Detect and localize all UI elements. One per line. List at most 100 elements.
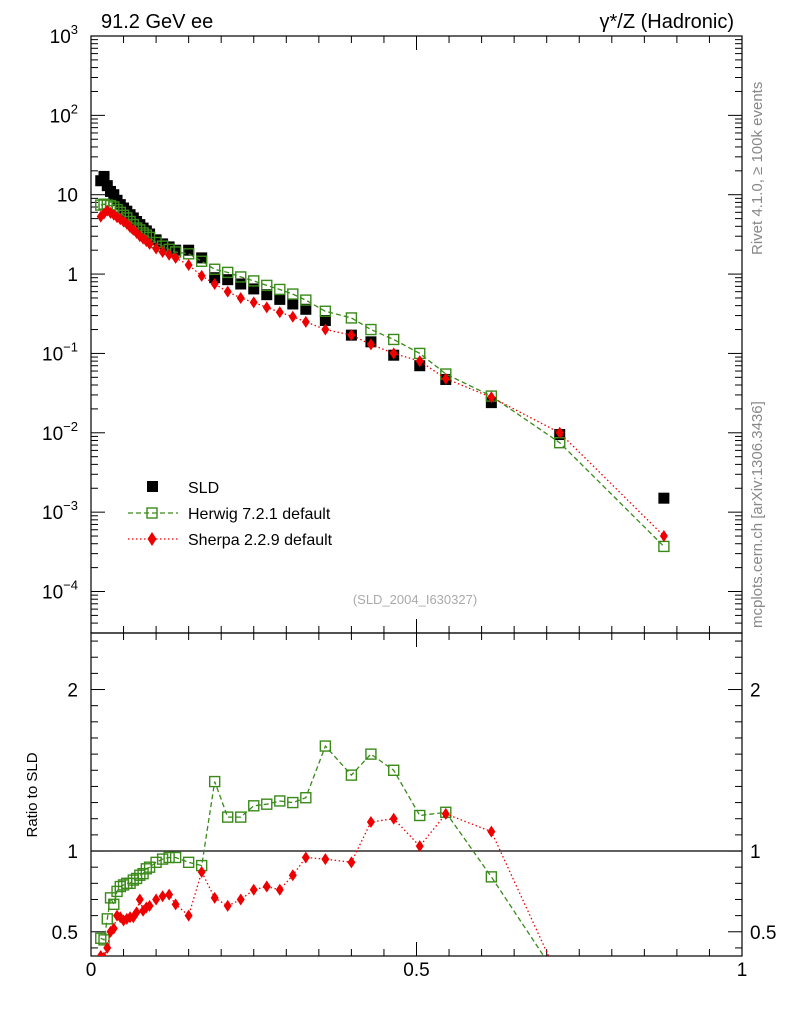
legend-marker-herwig xyxy=(146,507,158,519)
data-point-sld xyxy=(98,170,110,182)
ratio-point-herwig xyxy=(98,934,110,946)
ratio-point-herwig xyxy=(104,892,117,904)
ratio-point-sherpa xyxy=(347,856,356,869)
data-point-sherpa xyxy=(165,248,174,261)
ratio-point-sherpa xyxy=(660,974,668,986)
legend-label-sherpa: Sherpa 2.2.9 default xyxy=(188,532,333,549)
data-point-sherpa xyxy=(301,315,310,328)
data-point-sherpa xyxy=(659,530,668,543)
data-point-herwig xyxy=(195,255,208,267)
y-tick-exponent: −1 xyxy=(63,339,78,354)
ratio-point-herwig xyxy=(485,871,498,883)
y-tick-label: 10−1 xyxy=(42,339,78,365)
data-point-sherpa xyxy=(487,391,496,404)
data-point-herwig xyxy=(300,294,312,306)
ratio-y-tick-label-left: 0.5 xyxy=(52,923,78,944)
ratio-point-herwig xyxy=(95,932,107,944)
y-tick-exponent: 2 xyxy=(71,101,78,116)
ratio-point-herwig xyxy=(248,800,260,812)
data-point-sherpa xyxy=(152,242,161,255)
y-tick-exponent: −3 xyxy=(63,498,78,513)
y-tick-label: 103 xyxy=(50,22,78,48)
ratio-panel: 0 0.5 10.5 0.51 12 2 xyxy=(52,632,776,986)
ratio-point-herwig xyxy=(140,863,153,875)
data-point-herwig xyxy=(287,288,299,300)
y-tick-base: 10 xyxy=(42,583,63,604)
data-point-sherpa xyxy=(275,306,284,319)
ratio-point-sherpa xyxy=(135,893,144,906)
ratio-point-herwig xyxy=(287,796,299,809)
ratio-point-herwig xyxy=(208,775,221,788)
x-tick-label: 0.5 xyxy=(403,960,429,981)
series-herwig xyxy=(95,198,670,553)
data-point-sherpa xyxy=(171,251,180,264)
ratio-point-sherpa xyxy=(249,883,258,896)
ratio-point-sherpa xyxy=(275,883,284,896)
data-point-sld xyxy=(144,228,156,240)
data-point-sld xyxy=(261,289,273,301)
y-tick-label: 10−3 xyxy=(42,498,78,524)
data-point-sld xyxy=(274,293,286,305)
data-point-sld xyxy=(209,272,221,284)
ratio-point-herwig xyxy=(365,748,377,760)
ratio-point-sherpa xyxy=(288,869,297,882)
data-point-sherpa xyxy=(249,296,258,309)
ratio-series-line xyxy=(100,744,545,956)
data-point-sherpa xyxy=(288,310,297,323)
data-point-herwig xyxy=(208,263,221,275)
ratio-series-sherpa xyxy=(96,807,668,986)
data-point-sherpa xyxy=(441,372,450,385)
ratio-point-herwig xyxy=(319,740,332,752)
data-point-sld xyxy=(183,244,195,256)
analysis-id-label: (SLD_2004_I630327) xyxy=(353,592,477,607)
data-point-sld xyxy=(157,238,169,250)
ratio-point-sherpa xyxy=(321,853,330,866)
data-point-herwig xyxy=(182,248,195,260)
ratio-series-herwig xyxy=(95,740,545,956)
data-point-sherpa xyxy=(184,259,193,272)
ratio-point-sherpa xyxy=(389,812,398,825)
data-point-sherpa xyxy=(347,329,356,342)
y-tick-base: 10 xyxy=(42,503,63,524)
ratio-point-herwig xyxy=(108,898,120,911)
data-point-herwig xyxy=(365,323,377,336)
data-point-sherpa xyxy=(321,323,330,336)
data-point-sherpa xyxy=(389,347,398,360)
ratio-point-herwig xyxy=(300,792,312,804)
ratio-y-tick-label-right: 2 xyxy=(750,681,761,702)
data-point-sherpa xyxy=(262,301,271,314)
series-sherpa xyxy=(96,204,668,543)
ratio-point-herwig xyxy=(388,764,400,776)
ratio-point-herwig xyxy=(169,851,182,864)
ratio-point-herwig xyxy=(163,851,175,864)
y-tick-label: 10 xyxy=(57,186,78,207)
y-tick-base: 10 xyxy=(42,424,63,445)
legend-label-herwig: Herwig 7.2.1 default xyxy=(188,506,331,523)
x-tick-label: 0 xyxy=(86,960,97,981)
data-point-sld xyxy=(319,315,331,327)
data-point-sherpa xyxy=(158,245,167,258)
plot-title-energy: 91.2 GeV ee xyxy=(101,11,213,33)
data-point-sld xyxy=(287,298,299,310)
data-point-sherpa xyxy=(145,237,154,250)
ratio-point-herwig xyxy=(156,853,169,865)
data-point-sherpa xyxy=(197,269,206,282)
data-point-herwig xyxy=(274,283,286,296)
ratio-point-sherpa xyxy=(103,941,112,954)
ratio-point-herwig xyxy=(414,809,426,822)
ratio-axis-label: Ratio to SLD xyxy=(24,752,41,837)
data-point-sld xyxy=(196,252,208,264)
y-tick-exponent: 3 xyxy=(71,22,78,37)
data-point-sld xyxy=(101,180,113,192)
data-point-herwig xyxy=(345,312,358,324)
ratio-point-sherpa xyxy=(158,890,167,903)
data-point-sherpa xyxy=(236,291,245,304)
data-point-sld xyxy=(248,283,260,295)
y-tick-base: 1 xyxy=(67,265,78,286)
ratio-point-sherpa xyxy=(236,893,245,906)
data-point-herwig xyxy=(261,279,273,292)
ratio-point-sherpa xyxy=(165,888,174,901)
mcplots-source-label: mcplots.cern.ch [arXiv:1306.3436] xyxy=(749,401,766,628)
ratio-point-sherpa xyxy=(132,906,141,919)
